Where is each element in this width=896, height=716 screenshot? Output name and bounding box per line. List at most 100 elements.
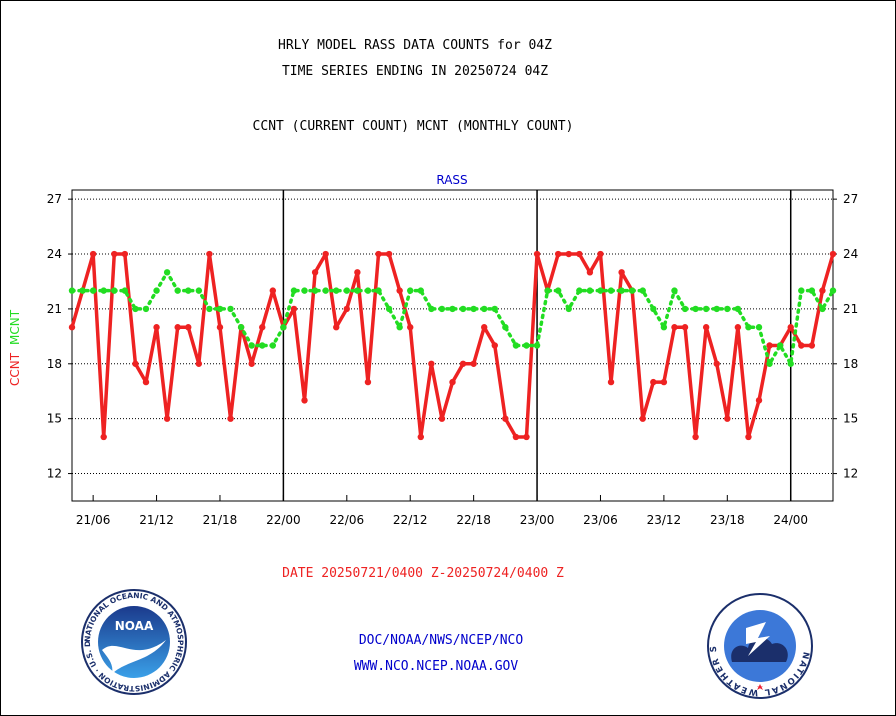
data-point-mcnt [301, 287, 308, 294]
data-point-ccnt [660, 378, 668, 386]
website-link[interactable]: WWW.NCO.NCEP.NOAA.GOV [353, 659, 519, 674]
data-point-ccnt [755, 397, 763, 404]
org-link[interactable]: DOC/NOAA/NWS/NCEP/NCO [358, 633, 524, 648]
data-point-mcnt [68, 287, 76, 294]
data-point-mcnt [333, 287, 340, 294]
series-line-mcnt [70, 270, 835, 366]
y-axis-label-mcnt: MCNT [8, 309, 22, 345]
y-tick-labels-right: 12 15 18 21 24 27 [843, 192, 858, 480]
data-point-ccnt [343, 305, 351, 313]
data-point-mcnt [512, 342, 520, 349]
data-point-ccnt [481, 324, 488, 331]
data-point-mcnt [153, 287, 160, 294]
data-point-mcnt [89, 287, 97, 294]
data-point-ccnt [132, 360, 139, 367]
data-point-ccnt [829, 250, 837, 258]
data-point-mcnt [142, 305, 150, 313]
data-point-mcnt [311, 287, 319, 294]
data-point-mcnt [628, 287, 636, 294]
data-point-mcnt [533, 342, 541, 349]
data-point-mcnt [248, 342, 255, 349]
data-point-ccnt [364, 378, 372, 386]
data-point-mcnt [713, 305, 720, 313]
data-point-ccnt [354, 269, 361, 276]
data-point-ccnt [639, 415, 646, 422]
data-point-ccnt [618, 269, 625, 276]
data-point-ccnt [766, 342, 773, 349]
data-point-ccnt [713, 360, 720, 367]
y-tick-label-right: 27 [843, 192, 858, 206]
data-point-ccnt [798, 342, 805, 349]
data-point-mcnt [787, 360, 794, 367]
data-point-mcnt [502, 324, 509, 331]
data-point-mcnt [174, 287, 181, 294]
data-point-mcnt [650, 305, 657, 313]
data-point-mcnt [407, 287, 414, 294]
data-point-mcnt [755, 324, 763, 331]
data-point-ccnt [259, 324, 266, 331]
data-point-mcnt [586, 287, 594, 294]
data-point-mcnt [280, 324, 287, 331]
data-point-ccnt [681, 324, 689, 331]
series-mcnt [68, 269, 837, 367]
data-point-mcnt [798, 287, 805, 294]
data-point-mcnt [819, 305, 826, 313]
data-point-ccnt [142, 378, 150, 386]
series-ccnt [68, 250, 837, 441]
x-tick-label: 22/18 [456, 513, 491, 527]
data-point-mcnt [565, 305, 572, 313]
data-point-ccnt [111, 250, 118, 258]
x-tick-label: 22/12 [393, 513, 428, 527]
x-tick-label: 22/06 [330, 513, 365, 527]
data-point-mcnt [692, 305, 699, 313]
data-point-mcnt [396, 324, 403, 331]
data-point-ccnt [459, 360, 467, 367]
x-tick-label: 21/06 [76, 513, 111, 527]
x-tick-label: 23/06 [583, 513, 618, 527]
data-point-ccnt [311, 269, 319, 276]
data-point-mcnt [544, 287, 551, 294]
data-point-ccnt [597, 250, 604, 258]
data-point-ccnt [692, 433, 699, 441]
y-tick-label-left: 12 [47, 467, 62, 481]
data-point-mcnt [343, 287, 351, 294]
data-point-ccnt [512, 433, 520, 441]
series-line-ccnt [70, 252, 835, 439]
data-point-ccnt [375, 250, 382, 258]
data-point-mcnt [639, 287, 646, 294]
y-tick-label-right: 15 [843, 412, 858, 426]
data-point-mcnt [481, 305, 488, 313]
x-tick-labels: 21/06 21/12 21/18 22/00 22/06 22/12 22/18 23/00… [76, 513, 808, 527]
data-point-ccnt [533, 250, 541, 258]
data-point-mcnt [491, 305, 498, 313]
data-point-mcnt [163, 269, 171, 276]
data-point-mcnt [290, 287, 298, 294]
data-point-mcnt [428, 305, 435, 313]
data-point-ccnt [269, 287, 277, 294]
data-point-ccnt [671, 324, 678, 331]
data-point-ccnt [163, 415, 171, 422]
data-point-mcnt [459, 305, 467, 313]
data-point-ccnt [523, 433, 530, 441]
axis-ticks [68, 198, 837, 501]
data-point-mcnt [364, 287, 372, 294]
data-point-ccnt [185, 324, 192, 331]
data-point-mcnt [354, 287, 361, 294]
data-point-ccnt [650, 378, 657, 386]
data-point-ccnt [554, 250, 562, 258]
y-tick-label-right: 18 [843, 357, 858, 371]
data-point-ccnt [68, 324, 76, 331]
y-tick-label-right: 24 [843, 247, 858, 261]
data-point-ccnt [174, 324, 181, 331]
y-tick-label-left: 27 [47, 192, 62, 206]
data-point-mcnt [776, 342, 784, 349]
data-point-ccnt [322, 250, 329, 258]
x-tick-label: 23/00 [520, 513, 555, 527]
x-tick-label: 23/12 [647, 513, 682, 527]
data-point-ccnt [745, 433, 752, 441]
data-point-mcnt [808, 287, 816, 294]
data-point-ccnt [216, 324, 224, 331]
data-point-mcnt [237, 324, 245, 331]
data-point-mcnt [322, 287, 329, 294]
